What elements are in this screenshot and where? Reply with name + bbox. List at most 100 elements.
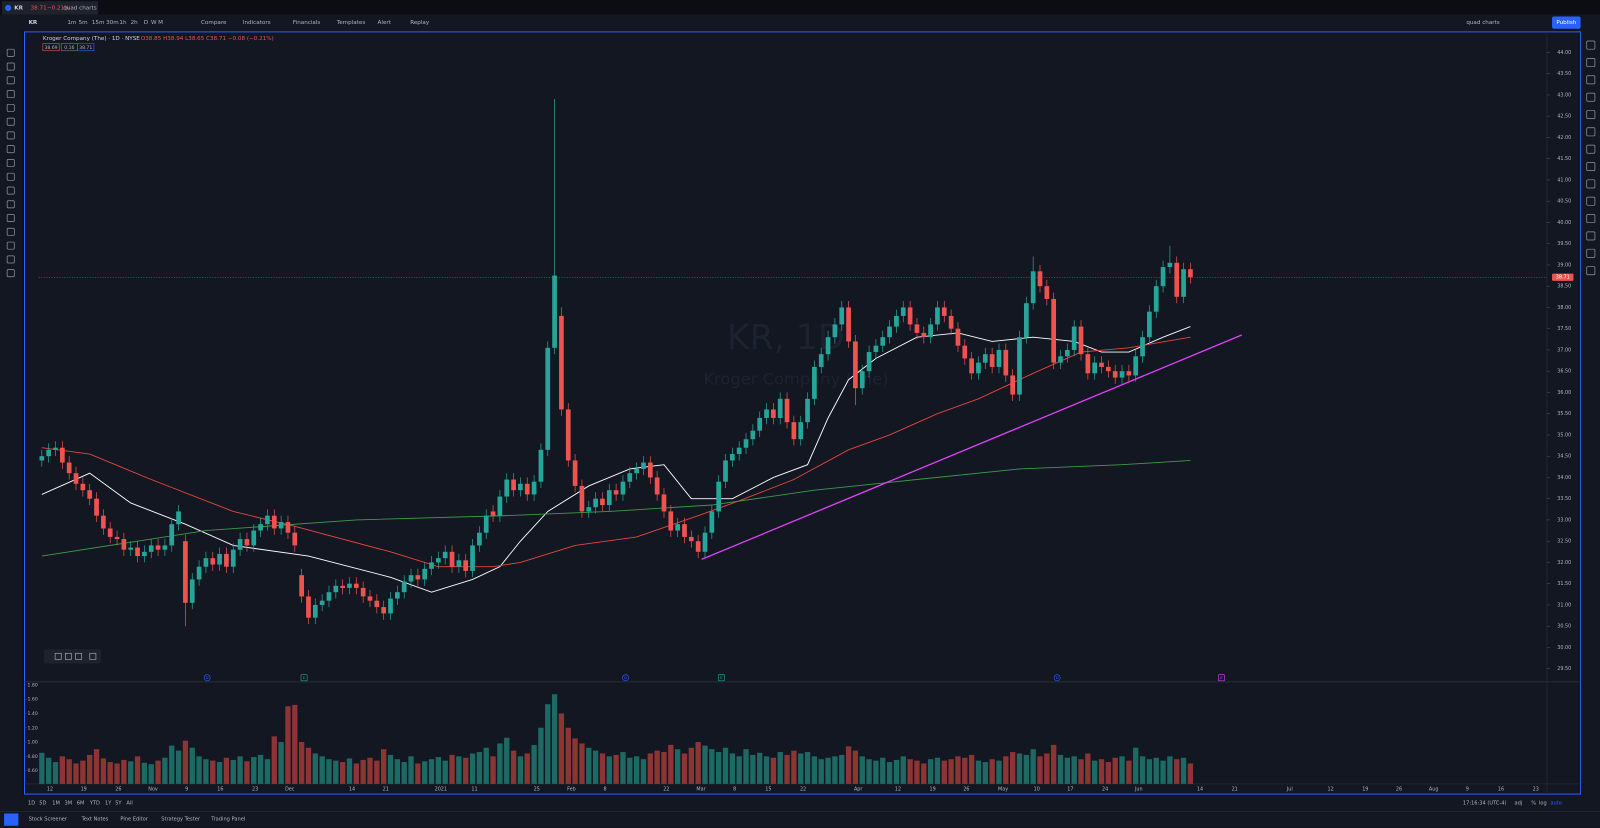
event-label[interactable]: E: [720, 675, 723, 680]
panel-tab[interactable]: Trading Panel: [210, 817, 245, 823]
widget-icon[interactable]: [1586, 92, 1596, 102]
interval-button[interactable]: 2h: [131, 20, 139, 26]
interval-button[interactable]: 5m: [79, 20, 88, 26]
tool-icon[interactable]: [6, 90, 15, 99]
volume-bar: [1133, 747, 1139, 784]
tool-icon[interactable]: [6, 269, 15, 278]
widget-icon[interactable]: [1586, 162, 1596, 171]
tool-icon[interactable]: [6, 48, 15, 57]
widget-icon[interactable]: [1586, 40, 1596, 50]
range-button[interactable]: YTD: [89, 800, 100, 806]
widget-icon[interactable]: [1586, 214, 1596, 224]
interval-button[interactable]: 1m: [67, 20, 76, 26]
toolbar-button[interactable]: Indicators: [243, 20, 271, 26]
drawing-tool-icon[interactable]: [75, 652, 82, 660]
tool-icon[interactable]: [6, 76, 15, 85]
range-button[interactable]: All: [126, 800, 132, 806]
event-label[interactable]: E: [1220, 675, 1223, 680]
widget-icon[interactable]: [1586, 110, 1596, 119]
layout-name[interactable]: quad charts: [1466, 20, 1499, 26]
candle-body: [128, 547, 134, 550]
widget-icon[interactable]: [1586, 266, 1596, 276]
tool-icon[interactable]: [6, 103, 15, 112]
widget-icon[interactable]: [1586, 196, 1596, 206]
range-button[interactable]: 1Y: [105, 800, 112, 806]
event-marker[interactable]: [1218, 674, 1225, 682]
x-tick-label: Apr: [854, 787, 862, 793]
panel-tab[interactable]: Stock Screener: [29, 817, 68, 823]
tool-icon[interactable]: [6, 227, 15, 236]
event-marker[interactable]: [622, 674, 629, 682]
event-marker[interactable]: [203, 674, 211, 682]
range-button[interactable]: 3M: [65, 800, 73, 806]
tool-icon[interactable]: [6, 186, 15, 195]
toolbar-symbol[interactable]: KR: [29, 20, 38, 26]
tool-icon[interactable]: [6, 131, 15, 140]
volume-bar: [100, 758, 107, 784]
bottom-logo[interactable]: [4, 813, 19, 826]
toolbar-button[interactable]: Replay: [410, 20, 430, 26]
scale-option[interactable]: auto: [1550, 800, 1561, 806]
interval-button[interactable]: 30m: [106, 20, 119, 26]
range-button[interactable]: 1M: [52, 800, 60, 806]
publish-label[interactable]: Publish: [1556, 20, 1576, 26]
publish-button[interactable]: [1552, 16, 1581, 29]
drawing-tool-icon[interactable]: [65, 652, 72, 660]
drawing-floating-toolbar[interactable]: [43, 649, 102, 664]
candle-body: [422, 568, 428, 580]
candle-body: [982, 354, 988, 363]
widget-icon[interactable]: [1586, 144, 1596, 154]
tool-icon[interactable]: [6, 159, 15, 167]
panel-tab[interactable]: Text Notes: [81, 817, 109, 823]
event-marker[interactable]: [1053, 674, 1061, 682]
interval-button[interactable]: D: [144, 20, 148, 26]
interval-button[interactable]: M: [158, 20, 163, 26]
event-label[interactable]: D: [1056, 675, 1059, 680]
tool-icon[interactable]: [6, 200, 15, 209]
event-label[interactable]: D: [206, 675, 209, 680]
browser-tab[interactable]: [2, 1, 98, 15]
scale-option[interactable]: %: [1531, 800, 1536, 806]
range-button[interactable]: 1D: [28, 800, 35, 806]
event-label[interactable]: D: [624, 675, 627, 680]
candle-body: [1051, 298, 1057, 363]
range-button[interactable]: 5D: [39, 800, 46, 806]
widget-icon[interactable]: [1586, 231, 1596, 241]
scale-option[interactable]: adj: [1514, 800, 1522, 806]
tool-icon[interactable]: [6, 172, 15, 181]
tool-icon[interactable]: [6, 62, 15, 71]
interval-button[interactable]: W: [151, 20, 157, 26]
event-marker[interactable]: [300, 674, 308, 682]
interval-button[interactable]: 1h: [119, 20, 127, 26]
panel-tab[interactable]: Pine Editor: [120, 817, 148, 823]
x-tick-label: 22: [800, 787, 806, 793]
interval-button[interactable]: 15m: [92, 20, 105, 26]
panel-tab[interactable]: Strategy Tester: [161, 817, 201, 823]
tool-icon[interactable]: [6, 255, 15, 264]
widget-icon[interactable]: [1586, 248, 1596, 258]
range-button[interactable]: 6M: [77, 800, 85, 806]
toolbar-button[interactable]: Templates: [336, 20, 366, 26]
volume-bar: [1044, 753, 1050, 784]
tool-icon[interactable]: [6, 214, 15, 223]
drawing-tool-icon[interactable]: [89, 652, 97, 660]
moving-average: [41, 336, 1191, 568]
tool-icon[interactable]: [6, 241, 15, 250]
candle-body: [1065, 349, 1070, 357]
tool-icon[interactable]: [6, 117, 15, 126]
toolbar-button[interactable]: Financials: [293, 20, 321, 26]
toolbar-button[interactable]: Alert: [378, 20, 392, 26]
widget-icon[interactable]: [1586, 75, 1596, 85]
widget-icon[interactable]: [1586, 179, 1596, 189]
volume-bar: [394, 759, 400, 784]
range-button[interactable]: 5Y: [115, 800, 122, 806]
event-label[interactable]: E: [303, 675, 306, 680]
widget-icon[interactable]: [1586, 58, 1596, 67]
scale-option[interactable]: log: [1539, 800, 1547, 806]
candle-body: [258, 524, 263, 531]
toolbar-button[interactable]: Compare: [201, 20, 227, 26]
tool-icon[interactable]: [6, 145, 15, 154]
widget-icon[interactable]: [1586, 127, 1596, 137]
drawing-tool-icon[interactable]: [54, 652, 62, 660]
event-marker[interactable]: [718, 674, 725, 682]
